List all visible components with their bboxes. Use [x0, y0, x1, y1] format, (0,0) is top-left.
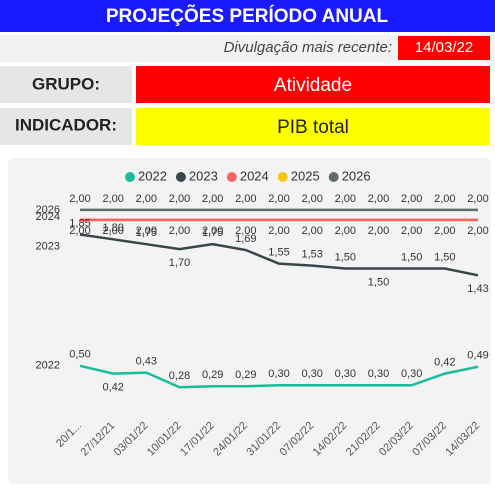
data-label: 2,00 [434, 225, 455, 237]
legend-marker [328, 172, 339, 182]
data-label: 2,00 [136, 193, 157, 205]
data-label: 0,30 [401, 368, 422, 380]
series-start-label: 2022 [36, 360, 60, 372]
legend-label: 2026 [342, 168, 371, 183]
data-label: 0,29 [202, 369, 223, 381]
data-label: 2,00 [368, 193, 389, 205]
title: PROJEÇÕES PERÍODO ANUAL [106, 5, 389, 27]
data-label: 0,30 [368, 368, 389, 380]
data-label: 2,00 [434, 193, 455, 205]
data-label: 1,69 [235, 233, 256, 245]
data-label: 1,80 [102, 222, 123, 234]
group-value-box[interactable] [136, 66, 490, 103]
series-start-label: 2026 [36, 204, 60, 216]
indicator-label-box [0, 108, 132, 145]
data-label: 2,00 [368, 225, 389, 237]
data-label: 2,00 [235, 225, 256, 237]
data-label: 2,00 [401, 193, 422, 205]
data-label: 2,00 [69, 225, 90, 237]
data-label: 1,50 [401, 251, 422, 263]
data-label: 0,30 [335, 368, 356, 380]
data-label: 0,49 [467, 350, 488, 362]
data-label: 2,00 [202, 225, 223, 237]
group-label-box [0, 66, 132, 103]
data-label: 2,00 [335, 193, 356, 205]
data-label: 1,55 [268, 247, 289, 259]
release-date: 14/03/22 [415, 39, 473, 56]
release-box [398, 36, 490, 60]
indicator-value-box[interactable] [136, 108, 490, 145]
series-start-label: 2023 [36, 240, 60, 252]
series-line [79, 233, 479, 277]
data-label: 2,00 [301, 225, 322, 237]
data-label: 2,00 [69, 193, 90, 205]
data-label: 1,43 [467, 283, 488, 295]
legend-marker [125, 172, 135, 182]
data-label: 2,00 [102, 193, 123, 205]
data-label: 0,42 [102, 382, 123, 394]
data-label: 0,29 [235, 369, 256, 381]
indicator-value: PIB total [277, 117, 349, 138]
header-bar [0, 0, 495, 32]
data-label: 2,00 [136, 225, 157, 237]
legend-label: 2024 [240, 168, 269, 183]
data-label: 1,75 [136, 227, 157, 239]
data-label: 2,00 [268, 225, 289, 237]
data-label: 2,00 [401, 225, 422, 237]
data-label: 2,00 [202, 193, 223, 205]
legend-label: 2022 [138, 168, 167, 183]
data-label: 1,50 [434, 251, 455, 263]
legend-label: 2023 [189, 168, 218, 183]
data-label: 2,00 [467, 225, 488, 237]
chart-panel [8, 158, 491, 484]
data-label: 2,00 [301, 193, 322, 205]
data-label: 1,85 [69, 217, 90, 229]
data-label: 2,00 [102, 225, 123, 237]
series-start-label: 2024 [36, 211, 60, 223]
legend-marker [277, 172, 288, 182]
legend-label: 2025 [291, 168, 320, 183]
data-label: 0,43 [136, 356, 157, 368]
data-label: 0,42 [434, 357, 455, 369]
data-label: 1,50 [368, 276, 389, 288]
data-label: 0,28 [169, 370, 190, 382]
data-label: 1,50 [335, 251, 356, 263]
legend-marker [175, 172, 186, 182]
data-label: 0,50 [69, 349, 90, 361]
data-label: 2,00 [169, 193, 190, 205]
legend-marker [226, 172, 237, 182]
indicator-label: INDICADOR: [15, 115, 117, 134]
data-label: 0,30 [301, 368, 322, 380]
release-label: Divulgação mais recente: [224, 39, 392, 56]
group-label: GRUPO: [32, 74, 100, 93]
series-line [79, 364, 479, 389]
data-label: 2,00 [235, 193, 256, 205]
data-label: 2,00 [335, 225, 356, 237]
data-label: 1,75 [202, 227, 223, 239]
data-label: 0,30 [268, 368, 289, 380]
group-value: Atividade [274, 75, 352, 96]
data-label: 2,00 [467, 193, 488, 205]
data-label: 1,70 [169, 257, 190, 269]
data-label: 1,53 [301, 249, 322, 261]
data-label: 2,00 [169, 225, 190, 237]
data-label: 2,00 [268, 193, 289, 205]
